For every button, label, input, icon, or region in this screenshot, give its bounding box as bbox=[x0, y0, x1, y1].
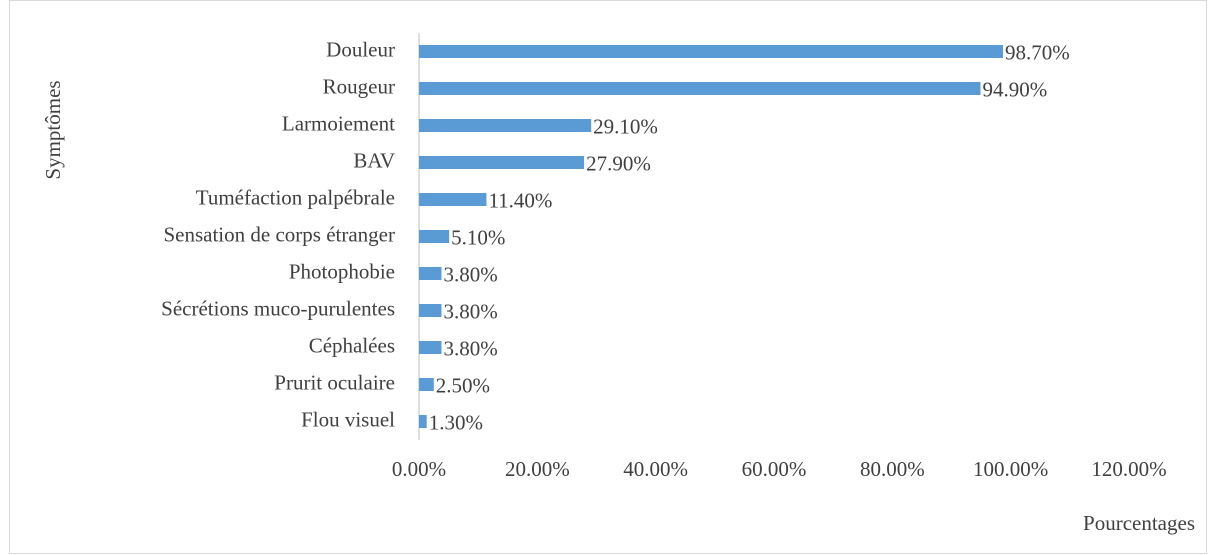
data-label: 29.10% bbox=[593, 114, 658, 138]
y-tick-label: Tuméfaction palpébrale bbox=[196, 185, 395, 209]
bar bbox=[419, 230, 450, 243]
bar bbox=[419, 304, 442, 317]
bar bbox=[419, 156, 585, 169]
bar bbox=[419, 267, 442, 280]
y-tick-label: Prurit oculaire bbox=[274, 370, 395, 394]
x-tick-label: 100.00% bbox=[973, 457, 1048, 481]
y-tick-label: Douleur bbox=[326, 37, 395, 61]
y-tick-label: Flou visuel bbox=[301, 407, 395, 431]
y-axis-title: Symptômes bbox=[41, 80, 65, 179]
data-label: 98.70% bbox=[1005, 40, 1070, 64]
data-label: 3.80% bbox=[443, 262, 497, 286]
data-label: 94.90% bbox=[982, 77, 1047, 101]
data-label: 5.10% bbox=[451, 225, 505, 249]
data-label: 27.90% bbox=[586, 151, 651, 175]
bar bbox=[419, 45, 1003, 58]
x-tick-label: 0.00% bbox=[392, 457, 446, 481]
y-tick-label: Céphalées bbox=[309, 333, 395, 357]
y-tick-label: Larmoiement bbox=[282, 111, 395, 135]
bar bbox=[419, 82, 981, 95]
data-label: 2.50% bbox=[436, 373, 490, 397]
x-tick-label: 80.00% bbox=[860, 457, 925, 481]
x-tick-label: 40.00% bbox=[623, 457, 688, 481]
bar bbox=[419, 193, 487, 206]
y-tick-label: Photophobie bbox=[289, 259, 395, 283]
y-tick-label: Sensation de corps étranger bbox=[163, 222, 395, 246]
x-axis-title: Pourcentages bbox=[1083, 511, 1195, 535]
y-tick-label: Rougeur bbox=[323, 74, 395, 98]
x-tick-label: 120.00% bbox=[1091, 457, 1166, 481]
data-label: 3.80% bbox=[443, 299, 497, 323]
data-label: 11.40% bbox=[488, 188, 552, 212]
bar bbox=[419, 415, 427, 428]
bar bbox=[419, 119, 592, 132]
y-tick-label: Sécrétions muco-purulentes bbox=[161, 296, 395, 320]
x-tick-label: 20.00% bbox=[505, 457, 570, 481]
bar bbox=[419, 378, 434, 391]
bar bbox=[419, 341, 442, 354]
data-label: 3.80% bbox=[443, 336, 497, 360]
data-label: 1.30% bbox=[429, 410, 483, 434]
x-tick-label: 60.00% bbox=[742, 457, 807, 481]
y-tick-label: BAV bbox=[353, 148, 395, 172]
